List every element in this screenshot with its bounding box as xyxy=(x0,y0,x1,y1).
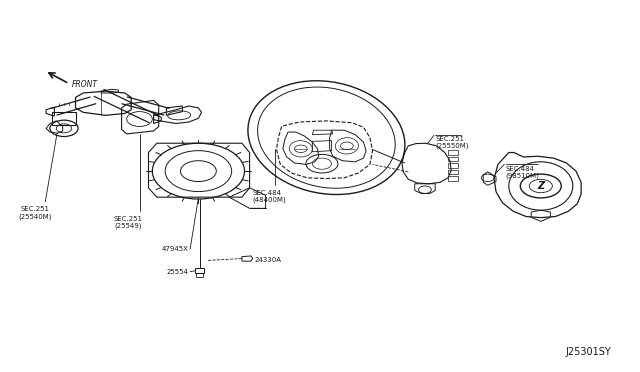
Text: SEC.484
(98510M): SEC.484 (98510M) xyxy=(506,166,540,179)
Text: Z: Z xyxy=(537,181,545,191)
Text: 24330A: 24330A xyxy=(255,257,282,263)
Text: SEC.251
(25540M): SEC.251 (25540M) xyxy=(19,206,52,220)
Text: FRONT: FRONT xyxy=(72,80,98,89)
Text: J25301SY: J25301SY xyxy=(566,347,612,356)
Text: 25554: 25554 xyxy=(167,269,189,275)
Text: SEC.251
(25549): SEC.251 (25549) xyxy=(113,216,143,229)
Text: SEC.251
(25550M): SEC.251 (25550M) xyxy=(435,136,468,149)
Text: SEC.484
(48400M): SEC.484 (48400M) xyxy=(253,190,287,203)
Text: 47945X: 47945X xyxy=(162,246,189,252)
